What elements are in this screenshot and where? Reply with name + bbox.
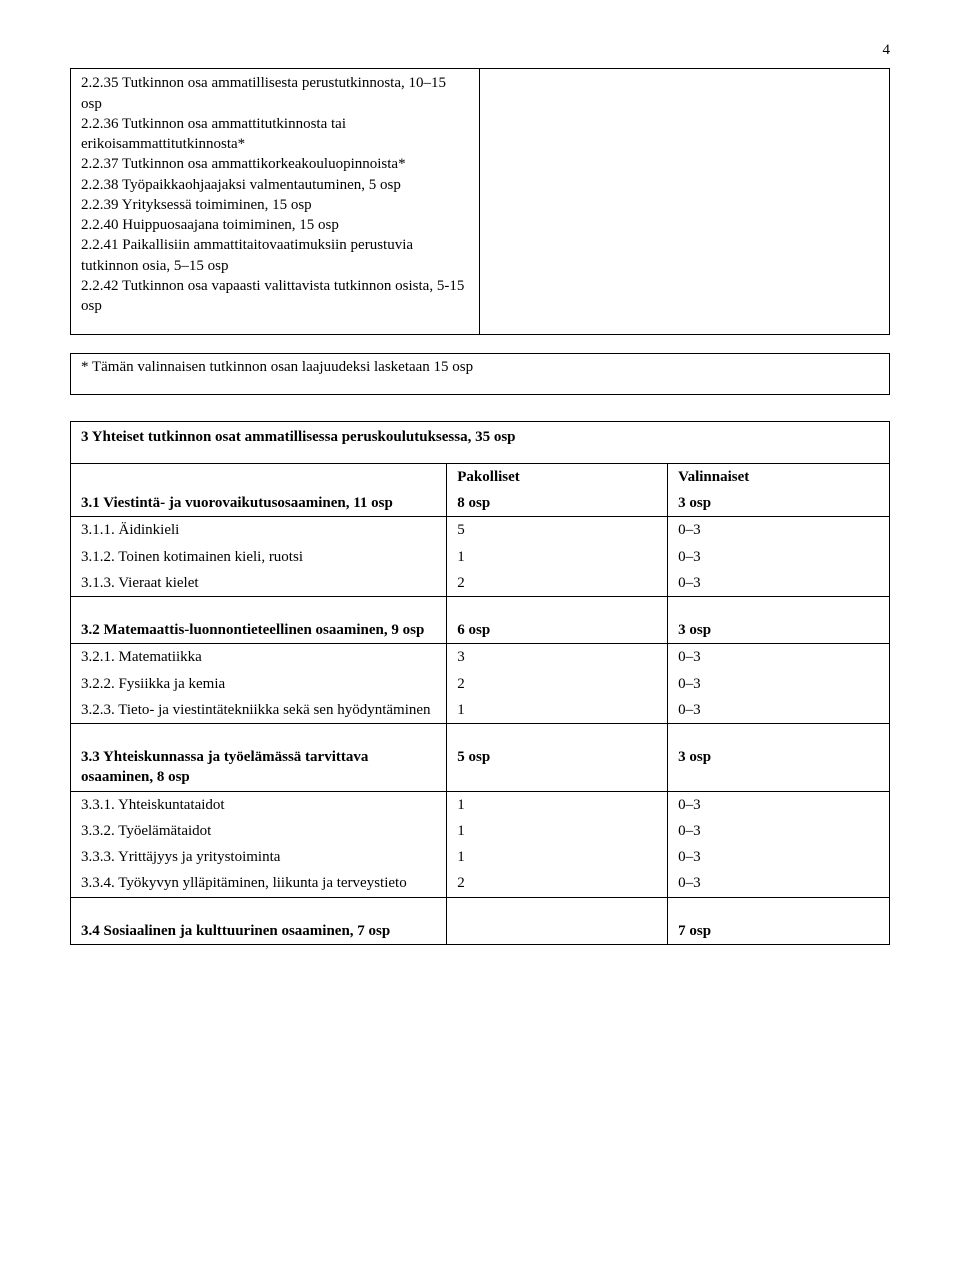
section-item: 2.2.40 Huippuosaajana toimiminen, 15 osp [81, 215, 469, 235]
row-label: 3.3.2. Työelämätaidot [71, 818, 447, 844]
row-pakolliset: 1 [447, 818, 668, 844]
row-label: 3.2.3. Tieto- ja viestintätekniikka sekä… [71, 697, 447, 723]
row-pakolliset: 1 [447, 697, 668, 723]
footnote-box: * Tämän valinnaisen tutkinnon osan laaju… [70, 353, 890, 394]
section-list-right [480, 69, 889, 334]
group-valinnaiset: 3 osp [668, 617, 889, 643]
table-row: 3.2.3. Tieto- ja viestintätekniikka sekä… [71, 697, 889, 724]
table-row: 3.3.2. Työelämätaidot 1 0–3 [71, 818, 889, 844]
section-list-left: 2.2.35 Tutkinnon osa ammatillisesta peru… [71, 69, 480, 334]
group-valinnaiset: 3 osp [668, 490, 889, 516]
footnote-text: * Tämän valinnaisen tutkinnon osan laaju… [81, 357, 879, 377]
row-pakolliset: 3 [447, 644, 668, 670]
table-row: 3.2.2. Fysiikka ja kemia 2 0–3 [71, 671, 889, 697]
row-valinnaiset: 0–3 [668, 870, 889, 896]
header-pakolliset: Pakolliset [447, 464, 668, 490]
table-row: 3.1.3. Vieraat kielet 2 0–3 [71, 570, 889, 597]
section-list-table: 2.2.35 Tutkinnon osa ammatillisesta peru… [70, 68, 890, 335]
header-valinnaiset: Valinnaiset [668, 464, 889, 490]
row-label: 3.2.2. Fysiikka ja kemia [71, 671, 447, 697]
row-pakolliset: 5 [447, 517, 668, 543]
table-row: 3.1.2. Toinen kotimainen kieli, ruotsi 1… [71, 544, 889, 570]
header-empty [71, 464, 447, 490]
section-item: 2.2.38 Työpaikkaohjaajaksi valmentautumi… [81, 175, 469, 195]
group-title: 3.2 Matemaattis-luonnontieteellinen osaa… [71, 617, 447, 643]
row-pakolliset: 1 [447, 544, 668, 570]
row-valinnaiset: 0–3 [668, 544, 889, 570]
section-item: 2.2.36 Tutkinnon osa ammattitutkinnosta … [81, 114, 469, 155]
row-label: 3.1.3. Vieraat kielet [71, 570, 447, 596]
main-table: 3 Yhteiset tutkinnon osat ammatillisessa… [70, 421, 890, 945]
row-label: 3.2.1. Matematiikka [71, 644, 447, 670]
row-label: 3.3.3. Yrittäjyys ja yritystoiminta [71, 844, 447, 870]
group-valinnaiset: 7 osp [668, 918, 889, 944]
spacer-row [71, 597, 889, 617]
table-header-row: Pakolliset Valinnaiset [71, 464, 889, 490]
group-1-head: 3.1 Viestintä- ja vuorovaikutusosaaminen… [71, 490, 889, 517]
row-pakolliset: 1 [447, 792, 668, 818]
table-row: 3.3.3. Yrittäjyys ja yritystoiminta 1 0–… [71, 844, 889, 870]
section-item: 2.2.37 Tutkinnon osa ammattikorkeakouluo… [81, 154, 469, 174]
row-pakolliset: 2 [447, 570, 668, 596]
table-row: 3.1.1. Äidinkieli 5 0–3 [71, 517, 889, 543]
row-valinnaiset: 0–3 [668, 517, 889, 543]
group-title: 3.3 Yhteiskunnassa ja työelämässä tarvit… [71, 744, 447, 791]
group-valinnaiset: 3 osp [668, 744, 889, 791]
group-pakolliset: 8 osp [447, 490, 668, 516]
section-item: 2.2.41 Paikallisiin ammattitaitovaatimuk… [81, 235, 469, 276]
row-valinnaiset: 0–3 [668, 644, 889, 670]
row-valinnaiset: 0–3 [668, 844, 889, 870]
group-title: 3.4 Sosiaalinen ja kulttuurinen osaamine… [71, 918, 447, 944]
group-4-head: 3.4 Sosiaalinen ja kulttuurinen osaamine… [71, 918, 889, 944]
row-valinnaiset: 0–3 [668, 570, 889, 596]
group-3-head: 3.3 Yhteiskunnassa ja työelämässä tarvit… [71, 744, 889, 792]
row-label: 3.3.4. Työkyvyn ylläpitäminen, liikunta … [71, 870, 447, 896]
row-valinnaiset: 0–3 [668, 818, 889, 844]
section-item: 2.2.35 Tutkinnon osa ammatillisesta peru… [81, 73, 469, 114]
spacer-row [71, 724, 889, 744]
row-pakolliset: 2 [447, 671, 668, 697]
section-item: 2.2.42 Tutkinnon osa vapaasti valittavis… [81, 276, 469, 317]
group-pakolliset [447, 918, 668, 944]
table-row: 3.2.1. Matematiikka 3 0–3 [71, 644, 889, 670]
row-pakolliset: 1 [447, 844, 668, 870]
table-row: 3.3.1. Yhteiskuntataidot 1 0–3 [71, 792, 889, 818]
table-row: 3.3.4. Työkyvyn ylläpitäminen, liikunta … [71, 870, 889, 897]
row-label: 3.1.2. Toinen kotimainen kieli, ruotsi [71, 544, 447, 570]
spacer-row [71, 898, 889, 918]
row-valinnaiset: 0–3 [668, 792, 889, 818]
page-number: 4 [70, 40, 890, 60]
table-heading: 3 Yhteiset tutkinnon osat ammatillisessa… [71, 422, 889, 464]
row-pakolliset: 2 [447, 870, 668, 896]
row-label: 3.3.1. Yhteiskuntataidot [71, 792, 447, 818]
row-label: 3.1.1. Äidinkieli [71, 517, 447, 543]
section-item: 2.2.39 Yrityksessä toimiminen, 15 osp [81, 195, 469, 215]
row-valinnaiset: 0–3 [668, 671, 889, 697]
group-title: 3.1 Viestintä- ja vuorovaikutusosaaminen… [71, 490, 447, 516]
row-valinnaiset: 0–3 [668, 697, 889, 723]
group-2-head: 3.2 Matemaattis-luonnontieteellinen osaa… [71, 617, 889, 644]
group-pakolliset: 6 osp [447, 617, 668, 643]
group-pakolliset: 5 osp [447, 744, 668, 791]
